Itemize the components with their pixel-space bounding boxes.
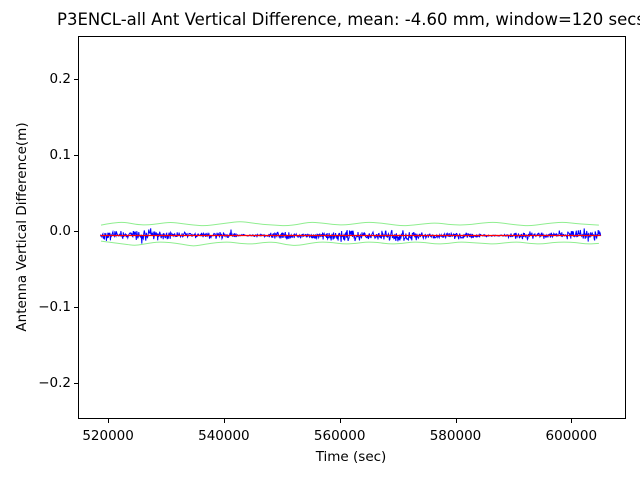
y-tick-mark (74, 78, 78, 80)
y-tick-mark (74, 383, 78, 385)
x-axis-label: Time (sec) (315, 449, 387, 465)
y-tick-mark (74, 307, 78, 308)
x-tick-label: 560000 (313, 428, 366, 444)
chart-title: P3ENCL-all Ant Vertical Difference, mean… (57, 10, 640, 29)
y-tick-mark (74, 231, 78, 232)
x-tick-label: 540000 (198, 428, 250, 444)
y-tick-label: −0.1 (38, 299, 71, 315)
x-tick-mark (455, 419, 457, 423)
y-tick-label: 0.1 (49, 146, 71, 163)
x-tick-label: 520000 (82, 428, 134, 444)
plot-canvas (99, 221, 602, 247)
lower-envelope-line (100, 240, 599, 247)
antenna-vertical-difference-trace (99, 228, 602, 244)
x-tick-mark (223, 419, 225, 423)
x-tick-mark (339, 419, 341, 423)
y-tick-mark (74, 154, 78, 156)
y-tick-label: 0.2 (49, 70, 71, 87)
y-tick-label: −0.2 (38, 375, 71, 392)
x-tick-mark (108, 419, 110, 423)
upper-envelope-line (100, 221, 599, 227)
x-tick-mark (571, 419, 573, 423)
x-tick-label: 580000 (429, 428, 482, 444)
y-tick-label: 0.0 (49, 223, 71, 239)
plot-area (78, 36, 626, 419)
x-tick-label: 600000 (545, 428, 598, 444)
